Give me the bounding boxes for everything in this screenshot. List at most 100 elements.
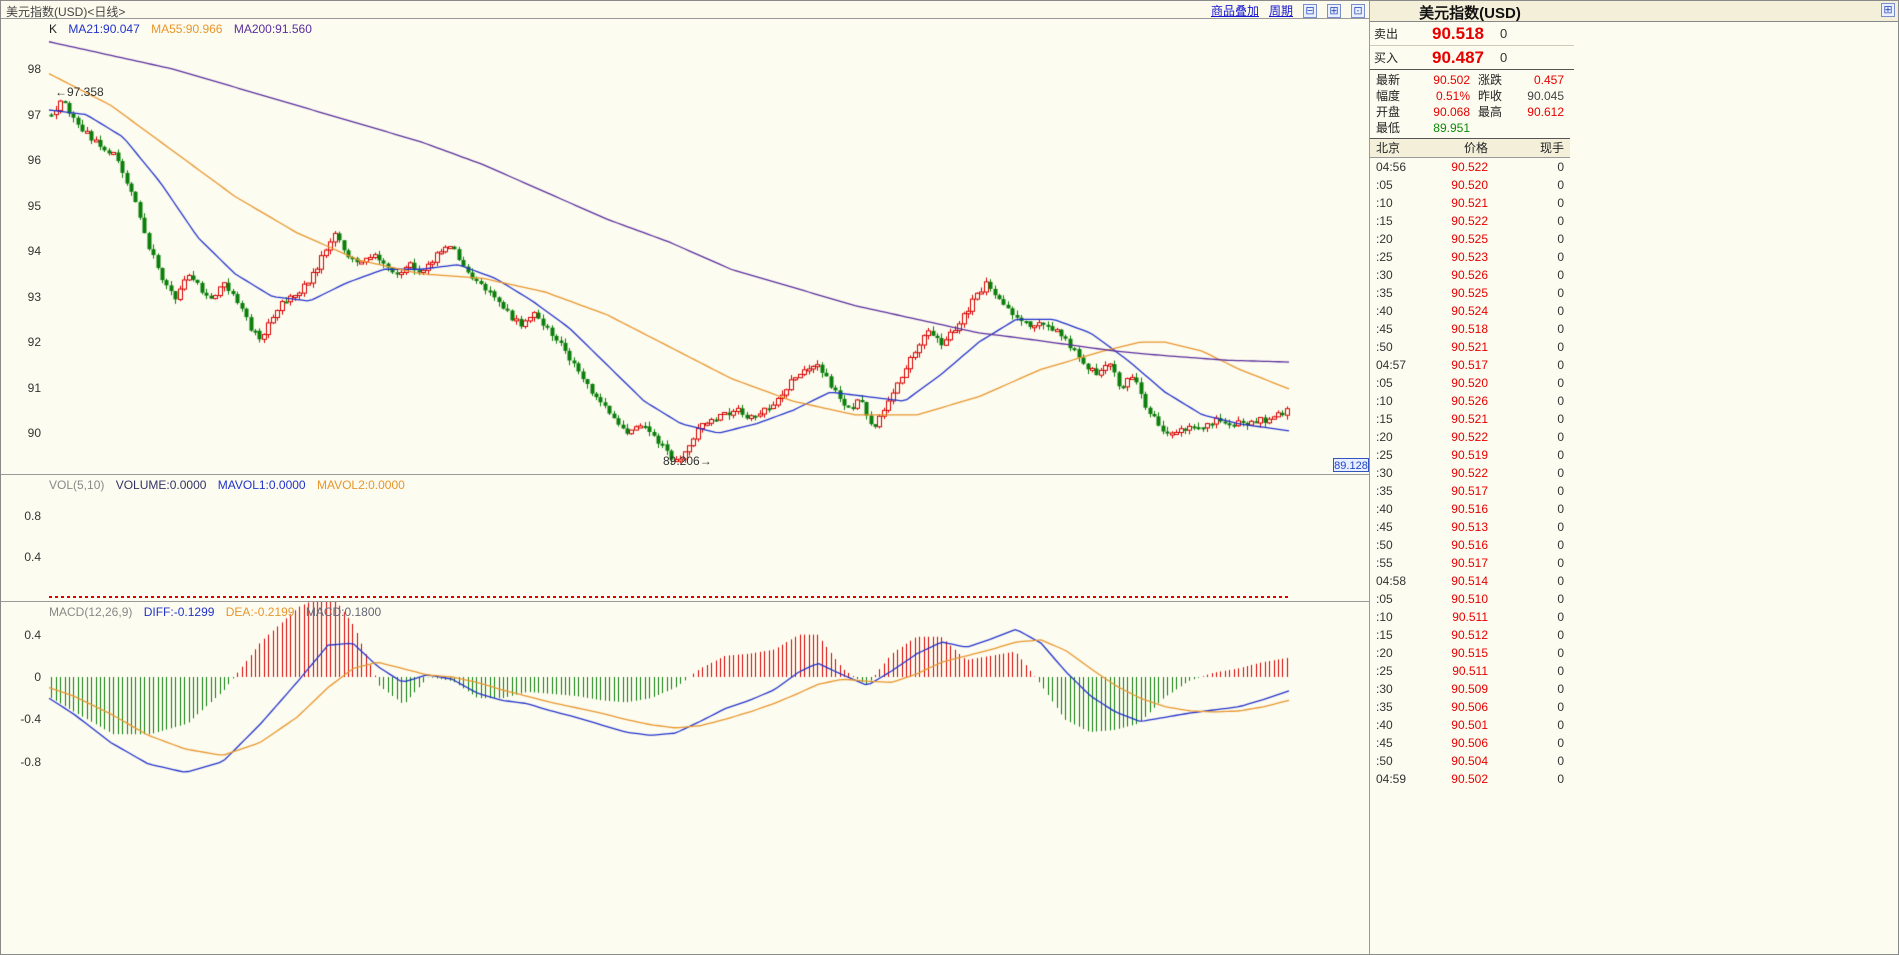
tick-time: 04:59	[1376, 772, 1407, 786]
tick-time: :55	[1376, 556, 1393, 570]
tick-lots: 0	[1557, 394, 1564, 408]
ticks-table[interactable]: 04:56 90.522 0:05 90.520 0:10 90.521 0:15 90.52…	[1370, 158, 1570, 788]
tick-price: 90.519	[1451, 448, 1488, 462]
candlestick-chart[interactable]	[1, 19, 1369, 474]
tick-time: :25	[1376, 664, 1393, 678]
tick-lots: 0	[1557, 322, 1564, 336]
buy-label: 买入	[1374, 51, 1399, 65]
sell-quote-row[interactable]: 卖出 90.518 0	[1370, 22, 1574, 46]
grid-icon[interactable]: ⊞	[1881, 3, 1895, 17]
tick-lots: 0	[1557, 592, 1564, 606]
tick-price: 90.506	[1451, 700, 1488, 714]
buy-volume: 0	[1500, 50, 1508, 65]
tick-price: 90.514	[1451, 574, 1488, 588]
y-axis-tick: 91	[27, 380, 41, 395]
chart-toolbar: 美元指数(USD)<日线> 商品叠加 周期 ⊟ ⊞ ⊡	[1, 1, 1369, 19]
panel-separator[interactable]	[1, 474, 1369, 475]
window-icon[interactable]: ⊡	[1351, 3, 1365, 18]
tick-lots: 0	[1557, 484, 1564, 498]
chart-title: 美元指数(USD)<日线>	[6, 5, 126, 19]
legend-mavol2: MAVOL2:0.0000	[316, 478, 405, 492]
ticks-table-header: 北京 价格 现手	[1370, 139, 1570, 158]
stat-label: 涨跌	[1478, 73, 1503, 87]
macd-chart[interactable]	[1, 601, 1369, 954]
tick-row: :40 90.524 0	[1370, 302, 1570, 320]
tick-time: :20	[1376, 646, 1393, 660]
tick-row: :50 90.516 0	[1370, 536, 1570, 554]
legend-diff: DIFF:-0.1299	[143, 605, 215, 619]
tick-time: :40	[1376, 502, 1393, 516]
tick-price: 90.511	[1452, 610, 1488, 624]
y-axis-tick: -0.4	[20, 712, 41, 727]
tick-lots: 0	[1557, 718, 1564, 732]
tick-price: 90.522	[1451, 160, 1488, 174]
buy-quote-row[interactable]: 买入 90.487 0	[1370, 46, 1574, 70]
quote-stats: 最新 90.502 涨跌 0.457 幅度 0.51% 昨收 90.045 开盘 90.068 最高…	[1370, 70, 1570, 139]
tick-time: 04:57	[1376, 358, 1407, 372]
zoom-in-icon[interactable]: ⊞	[1327, 3, 1341, 18]
tick-price: 90.516	[1451, 502, 1488, 516]
zero-volume-line	[49, 596, 1289, 598]
overlay-link[interactable]: 商品叠加	[1210, 4, 1259, 18]
tick-time: :35	[1376, 286, 1393, 300]
tick-time: :40	[1376, 718, 1393, 732]
sell-label: 卖出	[1374, 27, 1399, 41]
tick-lots: 0	[1557, 250, 1564, 264]
tick-lots: 0	[1557, 736, 1564, 750]
tick-lots: 0	[1557, 160, 1564, 174]
tick-row: :30 90.522 0	[1370, 464, 1570, 482]
volume-legend: VOL(5,10) VOLUME:0.0000 MAVOL1:0.0000 MA…	[49, 478, 413, 492]
quote-title-bar: 美元指数(USD) ⊞	[1370, 1, 1898, 22]
y-axis-tick: 98	[27, 62, 41, 77]
tick-time: :10	[1376, 394, 1393, 408]
stat-row: 开盘 90.068 最高 90.612	[1376, 104, 1564, 120]
col-price: 价格	[1463, 141, 1488, 155]
tick-row: :10 90.521 0	[1370, 194, 1570, 212]
period-link[interactable]: 周期	[1268, 4, 1293, 18]
tick-price: 90.516	[1451, 538, 1488, 552]
tick-row: :45 90.518 0	[1370, 320, 1570, 338]
tick-time: :05	[1376, 592, 1393, 606]
stat-value: 90.068	[1433, 105, 1470, 119]
zoom-out-icon[interactable]: ⊟	[1303, 3, 1317, 18]
tick-price: 90.518	[1451, 322, 1488, 336]
tick-row: 04:58 90.514 0	[1370, 572, 1570, 590]
tick-time: :10	[1376, 610, 1393, 624]
y-axis-tick: 0	[34, 670, 41, 684]
tick-lots: 0	[1557, 502, 1564, 516]
panel-separator[interactable]	[1, 601, 1369, 602]
legend-mavol1: MAVOL1:0.0000	[217, 478, 306, 492]
tick-lots: 0	[1557, 682, 1564, 696]
tick-lots: 0	[1557, 700, 1564, 714]
sell-price: 90.518	[1432, 23, 1484, 43]
tick-price: 90.510	[1451, 592, 1488, 606]
tick-row: :25 90.523 0	[1370, 248, 1570, 266]
tick-lots: 0	[1557, 358, 1564, 372]
tick-row: 04:59 90.502 0	[1370, 770, 1570, 788]
stat-row: 最低 89.951	[1376, 120, 1564, 136]
tick-lots: 0	[1557, 196, 1564, 210]
tick-row: :25 90.511 0	[1370, 662, 1570, 680]
stat-row: 最新 90.502 涨跌 0.457	[1376, 72, 1564, 88]
tick-time: :10	[1376, 196, 1393, 210]
tick-price: 90.526	[1451, 394, 1488, 408]
tick-lots: 0	[1557, 556, 1564, 570]
y-axis-tick: 95	[27, 198, 41, 213]
stat-label: 最低	[1376, 121, 1401, 135]
tick-time: :45	[1376, 520, 1393, 534]
tick-price: 90.523	[1451, 250, 1488, 264]
tick-row: :45 90.513 0	[1370, 518, 1570, 536]
tick-time: :25	[1376, 250, 1393, 264]
tick-time: :20	[1376, 430, 1393, 444]
tick-row: :55 90.517 0	[1370, 554, 1570, 572]
tick-price: 90.522	[1451, 466, 1488, 480]
tick-lots: 0	[1557, 448, 1564, 462]
stat-value: 90.612	[1527, 105, 1564, 119]
macd-legend: MACD(12,26,9) DIFF:-0.1299 DEA:-0.2199 M…	[49, 605, 389, 619]
tick-time: :05	[1376, 376, 1393, 390]
tick-row: :20 90.515 0	[1370, 644, 1570, 662]
tick-row: :40 90.501 0	[1370, 716, 1570, 734]
tick-lots: 0	[1557, 664, 1564, 678]
tick-row: :45 90.506 0	[1370, 734, 1570, 752]
tick-price: 90.501	[1451, 718, 1488, 732]
